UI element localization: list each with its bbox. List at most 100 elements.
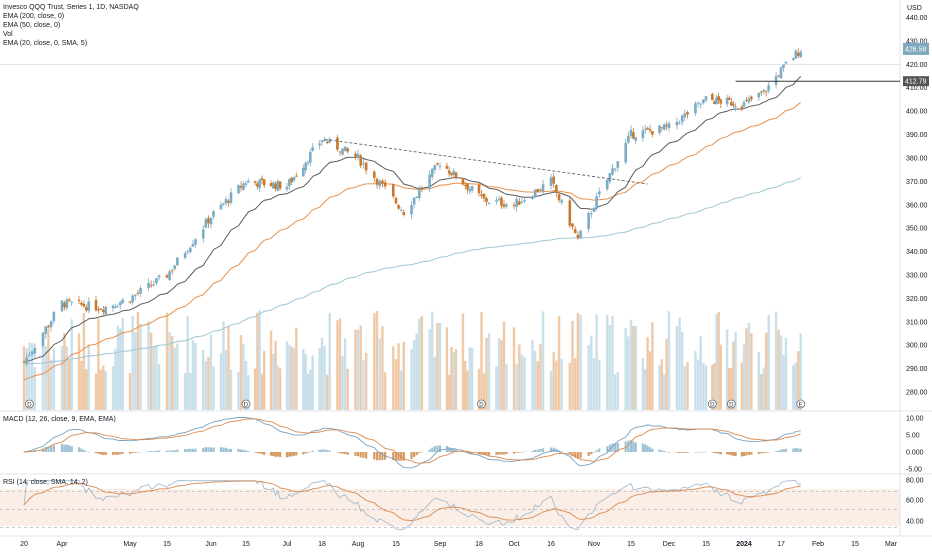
candle-body bbox=[764, 91, 768, 93]
candle-body bbox=[482, 193, 486, 199]
macd-histogram-bar bbox=[356, 452, 360, 457]
candle-body bbox=[704, 96, 708, 101]
candle-body bbox=[173, 265, 177, 270]
event-marker bbox=[707, 399, 717, 409]
volume-bar bbox=[258, 310, 261, 410]
macd-histogram-bar bbox=[94, 452, 98, 454]
volume-bar bbox=[207, 357, 210, 410]
volume-bar bbox=[292, 347, 296, 410]
ema200-line bbox=[23, 177, 801, 365]
macd-histogram-bar bbox=[742, 452, 746, 456]
volume-bar bbox=[304, 354, 307, 410]
legend-vol[interactable]: Vol bbox=[3, 31, 13, 38]
candle-body bbox=[694, 103, 697, 114]
macd-histogram-bar bbox=[381, 452, 384, 461]
price-tick-label: 300.00 bbox=[906, 343, 928, 350]
macd-histogram-bar bbox=[114, 452, 117, 455]
macd-histogram-bar bbox=[571, 452, 574, 457]
candle-body bbox=[500, 197, 503, 206]
volume-bar bbox=[715, 314, 718, 410]
macd-histogram-bar bbox=[651, 448, 654, 452]
candle-body bbox=[168, 271, 171, 280]
candle-body bbox=[686, 111, 689, 115]
candle-body bbox=[463, 184, 467, 186]
candle-body bbox=[285, 186, 289, 190]
candle-body bbox=[302, 167, 305, 177]
candle-body bbox=[433, 165, 437, 170]
volume-bar bbox=[579, 315, 582, 410]
macd-histogram-bar bbox=[344, 452, 347, 455]
candle-body bbox=[375, 178, 379, 185]
macd-histogram-bar bbox=[487, 452, 491, 456]
event-marker-label: E bbox=[799, 403, 803, 409]
macd-histogram-bar bbox=[111, 452, 115, 455]
candle-body bbox=[541, 184, 545, 192]
macd-histogram-bar bbox=[237, 448, 240, 452]
macd-histogram-bar bbox=[311, 450, 314, 452]
macd-histogram-bar bbox=[592, 452, 596, 453]
macd-histogram-bar bbox=[119, 452, 122, 455]
volume-bar bbox=[624, 328, 627, 410]
candle-body bbox=[304, 163, 307, 171]
volume-bar bbox=[704, 365, 708, 410]
candle-body bbox=[188, 247, 192, 252]
macd-histogram-bar bbox=[702, 451, 705, 453]
macd-histogram-bar bbox=[318, 449, 321, 452]
legend-ema20[interactable]: EMA (20, close, 0, SMA, 5) bbox=[3, 40, 88, 47]
price-tick-label: 360.00 bbox=[906, 202, 928, 209]
macd-histogram-bar bbox=[784, 448, 788, 452]
macd-histogram-bar bbox=[648, 447, 652, 452]
time-axis-label: Mar bbox=[885, 541, 898, 548]
volume-bar bbox=[480, 312, 483, 410]
macd-histogram-bar bbox=[323, 449, 326, 452]
candle-body bbox=[99, 308, 103, 310]
volume-bar bbox=[573, 358, 577, 410]
legend-symbol[interactable]: Invesco QQQ Trust, Series 1, 1D, NASDAQ bbox=[3, 4, 139, 11]
macd-histogram-bar bbox=[157, 450, 161, 452]
candle-body bbox=[624, 142, 628, 163]
macd-histogram-bar bbox=[627, 440, 630, 452]
volume-bar bbox=[648, 351, 652, 410]
time-axis-label: 15 bbox=[242, 541, 250, 548]
candle-body bbox=[25, 357, 29, 364]
volume-bar bbox=[500, 340, 503, 410]
macd-histogram-bar bbox=[515, 452, 518, 453]
volume-bar bbox=[608, 324, 612, 410]
volume-bar bbox=[634, 325, 637, 410]
legend-ema200[interactable]: EMA (200, close, 0) bbox=[3, 13, 65, 20]
candle-body bbox=[276, 180, 280, 191]
candle-body bbox=[320, 140, 324, 143]
candle-body bbox=[354, 153, 357, 157]
macd-histogram-bar bbox=[354, 452, 357, 456]
time-axis-label: Jun bbox=[205, 541, 216, 548]
volume-bar bbox=[732, 341, 735, 410]
volume-bar bbox=[420, 316, 424, 410]
macd-histogram-bar bbox=[173, 450, 176, 452]
macd-histogram-bar bbox=[433, 446, 436, 452]
candle-body bbox=[632, 132, 635, 139]
candle-body bbox=[229, 192, 233, 203]
volume-bar bbox=[260, 373, 264, 410]
macd-histogram-bar bbox=[320, 449, 324, 452]
macd-tick-label: 0.000 bbox=[906, 450, 924, 457]
volume-bar bbox=[60, 345, 64, 410]
legend-ema50[interactable]: EMA (50, close, 0) bbox=[3, 22, 61, 29]
volume-bar bbox=[256, 312, 259, 410]
volume-bar bbox=[765, 332, 768, 410]
macd-label[interactable]: MACD (12, 26, close, 9, EMA, EMA) bbox=[3, 416, 116, 423]
candle-body bbox=[165, 275, 169, 278]
candle-body bbox=[745, 99, 748, 101]
macd-histogram-bar bbox=[536, 449, 539, 452]
candle-body bbox=[33, 347, 37, 354]
candle-body bbox=[383, 182, 387, 187]
macd-histogram-bar bbox=[646, 445, 649, 452]
candle-body bbox=[611, 168, 614, 175]
rsi-label[interactable]: RSI (14, close, SMA, 14, 2) bbox=[3, 479, 88, 486]
volume-bar bbox=[792, 365, 795, 410]
volume-bar bbox=[354, 329, 357, 410]
candle-body bbox=[461, 177, 465, 185]
macd-histogram-bar bbox=[579, 452, 582, 459]
candle-body bbox=[94, 300, 98, 311]
candle-body bbox=[170, 270, 174, 272]
